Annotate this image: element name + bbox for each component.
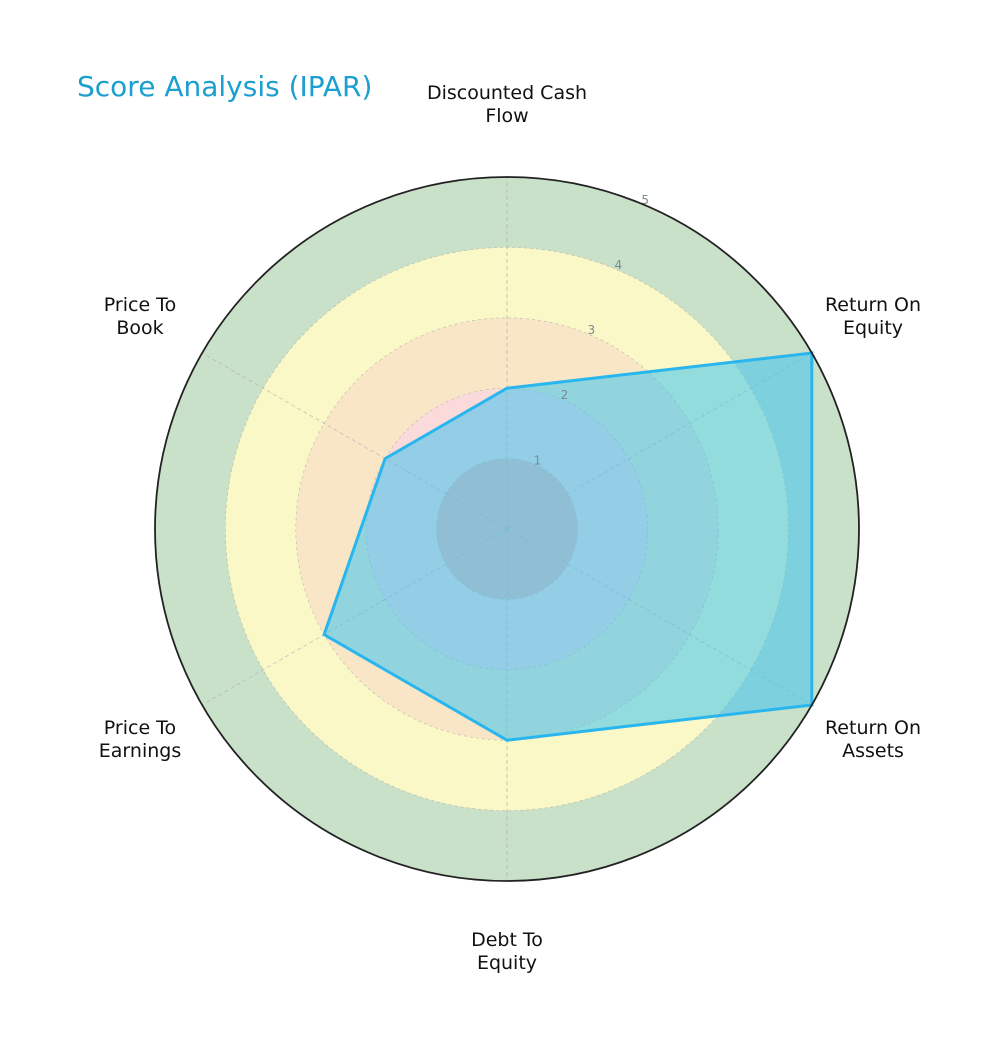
tick-label: 1 [534,453,542,467]
chart-title: Score Analysis (IPAR) [77,70,373,103]
tick-label: 3 [588,323,596,337]
axis-label-debt-to-equity: Debt To Equity [471,929,543,974]
tick-label: 2 [561,388,569,402]
axis-label-return-on-assets: Return On Assets [824,717,922,762]
axis-label-price-to-book: Price To Book [103,294,177,339]
axis-label-discounted-cash-flow: Discounted Cash Flow [426,82,588,127]
outer-ring [154,176,860,882]
tick-label: 5 [641,193,649,207]
axis-label-price-to-earnings: Price To Earnings [98,717,182,762]
radial-tick-labels: 1 2 3 4 5 [534,193,649,467]
axis-label-return-on-equity: Return On Equity [824,294,922,339]
tick-label: 4 [614,258,622,272]
